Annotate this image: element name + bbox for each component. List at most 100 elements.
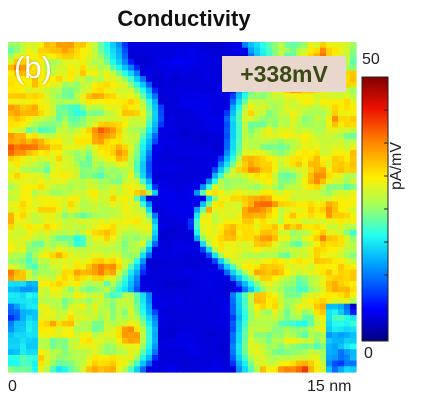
heatmap-cell bbox=[230, 292, 237, 299]
heatmap-cell bbox=[158, 201, 165, 208]
heatmap-cell bbox=[266, 366, 273, 373]
heatmap-cell bbox=[158, 366, 165, 373]
heatmap-cell bbox=[134, 303, 141, 311]
heatmap-cell bbox=[80, 189, 87, 197]
heatmap-cell bbox=[260, 184, 267, 191]
heatmap-cell bbox=[98, 366, 105, 373]
heatmap-cell bbox=[284, 252, 291, 259]
heatmap-cell bbox=[272, 110, 279, 117]
heatmap-cell bbox=[110, 360, 117, 367]
heatmap-cell bbox=[206, 115, 213, 123]
heatmap-cell bbox=[8, 303, 15, 311]
heatmap-cell bbox=[122, 127, 129, 134]
heatmap-cell bbox=[212, 241, 219, 248]
heatmap-cell bbox=[104, 87, 111, 94]
heatmap-cell bbox=[140, 235, 147, 242]
heatmap-cell bbox=[230, 144, 237, 151]
heatmap-cell bbox=[68, 47, 75, 54]
heatmap-cell bbox=[8, 252, 15, 259]
heatmap-cell bbox=[158, 98, 165, 106]
heatmap-cell bbox=[206, 93, 213, 100]
heatmap-cell bbox=[182, 212, 189, 219]
heatmap-cell bbox=[8, 115, 15, 123]
heatmap-cell bbox=[242, 121, 249, 128]
heatmap-cell bbox=[44, 138, 51, 146]
heatmap-cell bbox=[164, 115, 171, 123]
heatmap-cell bbox=[146, 354, 153, 362]
heatmap-cell bbox=[350, 115, 357, 123]
heatmap-cell bbox=[68, 155, 75, 163]
heatmap-cell bbox=[308, 189, 315, 197]
heatmap-cell bbox=[164, 315, 171, 322]
heatmap-cell bbox=[98, 258, 105, 265]
heatmap-cell bbox=[206, 155, 213, 163]
heatmap-cell bbox=[140, 70, 147, 77]
heatmap-cell bbox=[272, 298, 279, 305]
heatmap-cell bbox=[8, 207, 15, 214]
heatmap-cell bbox=[326, 258, 333, 265]
heatmap-cell bbox=[80, 252, 87, 259]
heatmap-cell bbox=[62, 360, 69, 367]
heatmap-cell bbox=[146, 161, 153, 168]
heatmap-cell bbox=[86, 53, 93, 60]
heatmap-cell bbox=[20, 184, 27, 191]
heatmap-cell bbox=[218, 292, 225, 299]
heatmap-cell bbox=[20, 280, 27, 288]
heatmap-cell bbox=[218, 144, 225, 151]
heatmap-cell bbox=[212, 115, 219, 123]
heatmap-cell bbox=[44, 93, 51, 100]
heatmap-cell bbox=[176, 161, 183, 168]
heatmap-cell bbox=[92, 76, 99, 83]
heatmap-cell bbox=[188, 144, 195, 151]
heatmap-cell bbox=[116, 354, 123, 362]
heatmap-cell bbox=[344, 98, 351, 106]
heatmap-cell bbox=[326, 360, 333, 367]
heatmap-cell bbox=[86, 286, 93, 293]
heatmap-cell bbox=[320, 263, 327, 271]
heatmap-cell bbox=[308, 252, 315, 259]
heatmap-cell bbox=[224, 127, 231, 134]
heatmap-cell bbox=[194, 286, 201, 293]
heatmap-cell bbox=[272, 320, 279, 328]
heatmap-cell bbox=[230, 47, 237, 54]
heatmap-cell bbox=[314, 155, 321, 163]
heatmap-cell bbox=[326, 144, 333, 151]
heatmap-cell bbox=[350, 246, 357, 254]
heatmap-cell bbox=[164, 189, 171, 197]
heatmap-cell bbox=[314, 269, 321, 276]
heatmap-cell bbox=[326, 212, 333, 219]
heatmap-cell bbox=[296, 144, 303, 151]
heatmap-cell bbox=[326, 93, 333, 100]
heatmap-cell bbox=[152, 47, 159, 54]
heatmap-cell bbox=[296, 189, 303, 197]
heatmap-cell bbox=[218, 195, 225, 202]
heatmap-cell bbox=[62, 303, 69, 311]
heatmap-cell bbox=[26, 98, 33, 106]
heatmap-cell bbox=[314, 366, 321, 373]
heatmap-cell bbox=[104, 366, 111, 373]
heatmap-cell bbox=[20, 98, 27, 106]
heatmap-cell bbox=[332, 349, 339, 356]
heatmap-cell bbox=[158, 235, 165, 242]
heatmap-cell bbox=[260, 218, 267, 225]
heatmap-cell bbox=[26, 127, 33, 134]
heatmap-cell bbox=[308, 207, 315, 214]
heatmap-cell bbox=[8, 212, 15, 219]
heatmap-cell bbox=[170, 280, 177, 288]
heatmap-cell bbox=[56, 110, 63, 117]
heatmap-cell bbox=[350, 42, 357, 49]
heatmap-cell bbox=[44, 224, 51, 231]
heatmap-cell bbox=[248, 292, 255, 299]
heatmap-cell bbox=[14, 167, 21, 174]
heatmap-cell bbox=[56, 246, 63, 254]
heatmap-cell bbox=[236, 320, 243, 328]
heatmap-cell bbox=[38, 286, 45, 293]
heatmap-cell bbox=[134, 292, 141, 299]
heatmap-cell bbox=[212, 87, 219, 94]
heatmap-cell bbox=[278, 343, 285, 350]
heatmap-cell bbox=[104, 343, 111, 350]
heatmap-cell bbox=[200, 303, 207, 311]
heatmap-cell bbox=[248, 275, 255, 282]
heatmap-cell bbox=[272, 98, 279, 106]
heatmap-cell bbox=[338, 161, 345, 168]
